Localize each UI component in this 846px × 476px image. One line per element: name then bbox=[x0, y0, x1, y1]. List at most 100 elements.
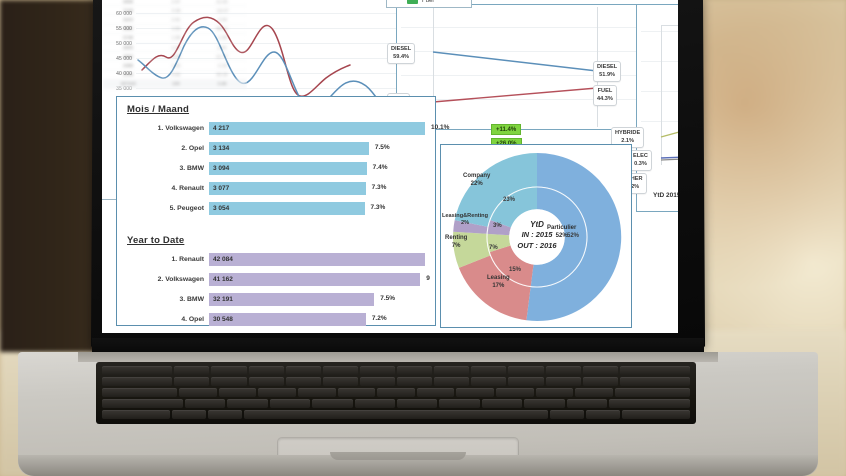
donut-center-line1: YtD bbox=[530, 220, 544, 229]
bar-percent: 9 bbox=[426, 275, 430, 282]
y-tick: 55 000 bbox=[116, 26, 132, 32]
nested-donut-chart bbox=[453, 152, 622, 321]
laptop-base-notch bbox=[330, 452, 466, 460]
cell: 0.82 bbox=[171, 72, 181, 78]
bar-value: 4 217 bbox=[213, 125, 230, 132]
y-tick: 50 000 bbox=[116, 41, 132, 47]
bar-fill: 3 134 bbox=[209, 142, 369, 155]
table-row: 1218 0.82 30.30 bbox=[103, 71, 247, 80]
donut-inner-particulier: 52% bbox=[567, 233, 580, 239]
cell: 187418 bbox=[120, 81, 136, 87]
bar-percent: 7.2% bbox=[371, 315, 387, 322]
donut-inner-renting: 7% bbox=[489, 245, 498, 251]
cell: 1218 bbox=[122, 72, 134, 78]
donut-label-particulier: Particulier 52% bbox=[547, 225, 577, 239]
dashboard: 65 000 60 000 55 000 50 000 45 000 40 00… bbox=[102, 0, 678, 333]
cell: -1.88 bbox=[216, 35, 228, 41]
fuel-series-lines bbox=[432, 51, 598, 103]
bar-value: 32 191 bbox=[213, 296, 233, 303]
table-row: 3203 2.91 -2.94 bbox=[103, 15, 247, 25]
bar-value: 30 548 bbox=[213, 316, 233, 323]
donut-inner-company: 23% bbox=[503, 197, 516, 203]
cell: 68.21 bbox=[216, 26, 228, 32]
bar-value: 41 162 bbox=[213, 276, 233, 283]
cell: 7228 bbox=[122, 7, 134, 13]
callout-value: 2.1% bbox=[621, 137, 634, 144]
laptop-hinge bbox=[78, 352, 718, 362]
hybrid-series-lines bbox=[660, 131, 678, 161]
cell: 1.24 bbox=[171, 44, 181, 50]
y-tick: 60 000 bbox=[116, 11, 132, 17]
laptop-screen: 65 000 60 000 55 000 50 000 45 000 40 00… bbox=[102, 0, 678, 333]
callout-value: 0.3% bbox=[634, 160, 647, 167]
brand-label: 3. BMW bbox=[179, 165, 204, 172]
callout-label: FUEL bbox=[597, 88, 613, 94]
y-tick: 65 000 bbox=[116, 0, 132, 2]
ytd-row-1: 1. Renault 42 084 bbox=[117, 252, 425, 267]
legend-label: Fuel bbox=[422, 0, 434, 4]
bar-fill: 41 162 bbox=[209, 273, 421, 286]
cell: 2.91 bbox=[171, 16, 181, 22]
table-row: 1803 3.08 21.77 bbox=[103, 52, 247, 62]
cell: 1.25 bbox=[171, 62, 181, 68]
table-row: 1982 3.85 68.21 bbox=[103, 25, 247, 34]
callout-fuel-2016: FUEL 44.3% bbox=[593, 85, 617, 107]
bar-track: 4 217 10.1% bbox=[209, 122, 449, 135]
cell: 2748 bbox=[122, 35, 134, 41]
brand-label: 3. BMW bbox=[179, 296, 204, 303]
callout-elec-2015: ELEC 0.3% bbox=[629, 150, 652, 172]
cell: 30.30 bbox=[216, 72, 228, 78]
donut-label-leasing: Leasing 17% bbox=[487, 275, 510, 289]
table-row: 2748 1.89 -1.88 bbox=[103, 34, 247, 43]
bar-fill: 42 084 bbox=[209, 253, 425, 266]
hybrid-chart-panel: HYBRIDE 2.1% ELEC 0.3% OTHER 0.2% HYBRI … bbox=[611, 4, 678, 212]
callout-diesel-2015: DIESEL 59.4% bbox=[387, 43, 416, 65]
ytd-row-4: 4. Opel 30 548 7.2% bbox=[117, 312, 425, 327]
line-chart-series bbox=[137, 16, 399, 119]
laptop-base-front bbox=[18, 455, 818, 476]
bar-track: 3 054 7.3% bbox=[209, 202, 425, 215]
cell: 2488 bbox=[122, 62, 134, 68]
table-row-total: 187418 100 3.46 bbox=[103, 79, 247, 89]
bar-value: 3 054 bbox=[213, 205, 230, 212]
donut-inner-leasing: 15% bbox=[509, 267, 522, 273]
cell: 3.85 bbox=[171, 26, 181, 32]
bar-track: 32 191 7.5% bbox=[209, 293, 425, 306]
bar-percent: 7.4% bbox=[372, 164, 388, 171]
brand-label: 4. Opel bbox=[181, 316, 204, 323]
data-table-blurred: 2858 2.97 21.82 7228 3.38 -16.37 3203 2.91 -2.… bbox=[103, 0, 247, 89]
brand-label: 4. Renault bbox=[171, 185, 204, 192]
table-row: 7228 3.38 -16.37 bbox=[103, 6, 247, 16]
donut-inner-leasing-renting: 3% bbox=[493, 223, 502, 229]
cell: 2858 bbox=[122, 0, 134, 4]
mois-title: Mois / Maand bbox=[127, 104, 190, 115]
laptop-keyboard[interactable] bbox=[96, 362, 696, 424]
brand-label: 5. Peugeot bbox=[169, 205, 204, 212]
bar-value: 3 077 bbox=[213, 185, 230, 192]
table-row: 2488 1.25 -2.15 bbox=[103, 61, 247, 71]
donut-center-line2: IN : 2015 bbox=[521, 230, 553, 240]
bar-percent: 7.5% bbox=[380, 295, 396, 302]
mois-row-3: 3. BMW 3 094 7.4% bbox=[117, 161, 425, 176]
ytd-row-5: 5. Peugeot 30 381 7.1% bbox=[117, 332, 425, 333]
cell: 21.77 bbox=[216, 53, 228, 59]
cell: 2.97 bbox=[171, 0, 181, 4]
bar-fill: 32 191 bbox=[209, 293, 375, 306]
cell: 2805 bbox=[122, 44, 134, 50]
donut-label-renting: Renting 7% bbox=[445, 235, 468, 249]
bar-track: 3 134 7.5% bbox=[209, 142, 425, 155]
donut-label-company: Company 22% bbox=[463, 173, 491, 187]
callout-value: 59.4% bbox=[393, 53, 410, 60]
donut-chart-panel: Particulier 52% Leasing 17% Renting 7% L… bbox=[440, 144, 632, 328]
donut-center-label: YtD IN : 2015 OUT : 2016 bbox=[499, 219, 575, 251]
growth-badge-month: +11.4% bbox=[491, 124, 522, 135]
mois-row-2: 2. Opel 3 134 7.5% bbox=[117, 141, 425, 156]
mois-row-1: 1. Volkswagen 4 217 10.1% bbox=[117, 121, 449, 136]
bar-track: 3 094 7.4% bbox=[209, 162, 425, 175]
cell: 100 bbox=[172, 81, 180, 87]
bar-fill: 3 077 bbox=[209, 182, 366, 195]
cell: 3.38 bbox=[171, 7, 181, 13]
bar-track: 3 077 7.3% bbox=[209, 182, 425, 195]
x-tick-ytd-2015: YtD 2015 bbox=[653, 192, 678, 199]
